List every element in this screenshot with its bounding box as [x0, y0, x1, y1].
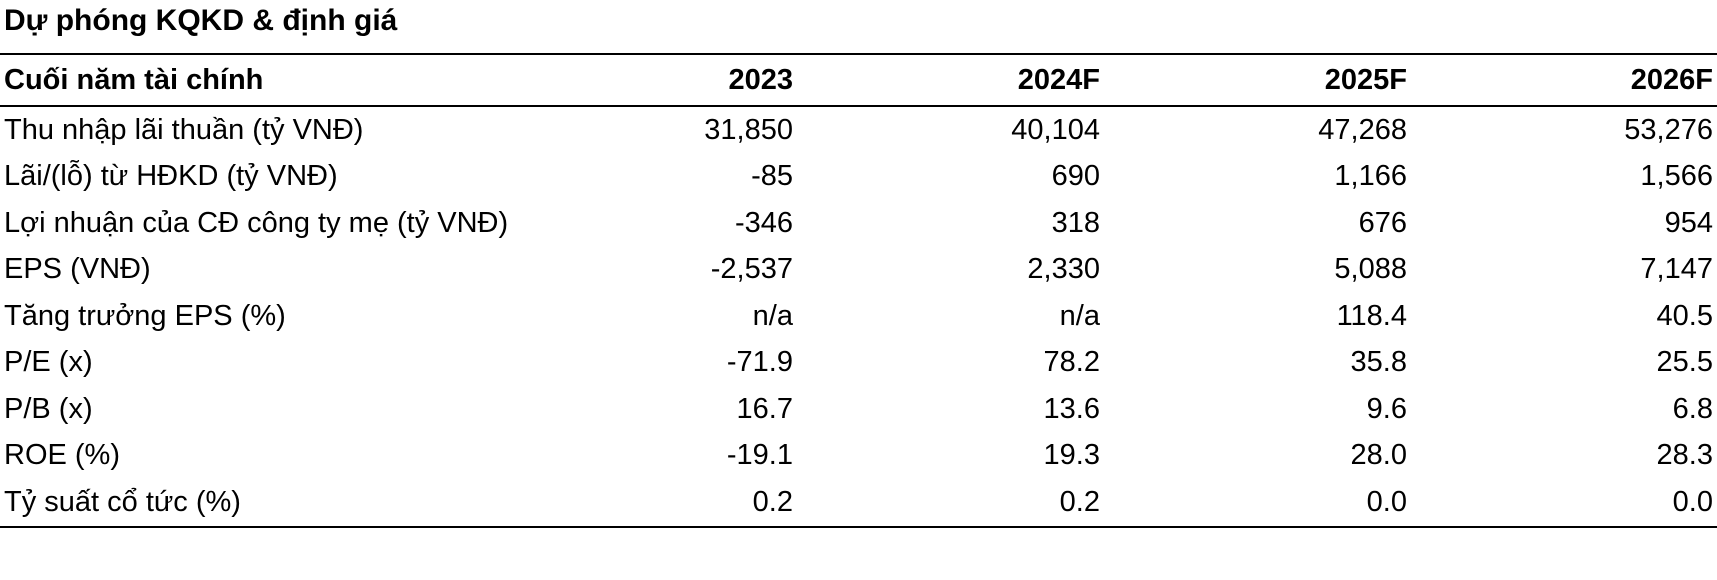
cell-value: 25.5	[1656, 346, 1713, 379]
cell-value: 676	[1358, 206, 1407, 239]
cell-value: -2,537	[710, 253, 793, 286]
cell-value: 31,850	[704, 113, 793, 146]
row-label: ROE (%)	[4, 439, 120, 472]
row-label: Tỷ suất cổ tức (%)	[4, 485, 241, 518]
table-row: Tỷ suất cổ tức (%) 0.2 0.2 0.0 0.0	[0, 479, 1717, 526]
cell-value: 28.0	[1350, 439, 1407, 472]
table-header-row: Cuối năm tài chính 2023 2024F 2025F 2026…	[0, 55, 1717, 107]
table-row: EPS (VNĐ) -2,537 2,330 5,088 7,147	[0, 247, 1717, 294]
cell-value: 0.2	[752, 485, 793, 518]
table-row: P/E (x) -71.9 78.2 35.8 25.5	[0, 340, 1717, 387]
cell-value: -346	[734, 206, 793, 239]
table-row: Tăng trưởng EPS (%) n/a n/a 118.4 40.5	[0, 293, 1717, 340]
table-row: Lãi/(lỗ) từ HĐKD (tỷ VNĐ) -85 690 1,166 …	[0, 154, 1717, 201]
cell-value: -19.1	[726, 439, 793, 472]
cell-value: 53,276	[1624, 113, 1713, 146]
row-label: Lợi nhuận của CĐ công ty mẹ (tỷ VNĐ)	[4, 206, 509, 239]
table-row: Thu nhập lãi thuần (tỷ VNĐ) 31,850 40,10…	[0, 107, 1717, 154]
table-row: ROE (%) -19.1 19.3 28.0 28.3	[0, 433, 1717, 480]
cell-value: 47,268	[1318, 113, 1407, 146]
cell-value: 954	[1664, 206, 1713, 239]
cell-value: 7,147	[1640, 253, 1713, 286]
header-year-2024f: 2024F	[1017, 63, 1100, 96]
table-row: Lợi nhuận của CĐ công ty mẹ (tỷ VNĐ) -34…	[0, 200, 1717, 247]
header-year-2026f: 2026F	[1630, 63, 1713, 96]
cell-value: 690	[1051, 160, 1100, 193]
cell-value: 9.6	[1366, 392, 1407, 425]
header-label: Cuối năm tài chính	[4, 63, 264, 96]
cell-value: 16.7	[736, 392, 793, 425]
cell-value: n/a	[752, 299, 793, 332]
cell-value: 0.2	[1059, 485, 1100, 518]
row-label: EPS (VNĐ)	[4, 253, 151, 286]
cell-value: 78.2	[1043, 346, 1100, 379]
row-label: P/B (x)	[4, 392, 93, 425]
cell-value: 5,088	[1334, 253, 1407, 286]
table-row: P/B (x) 16.7 13.6 9.6 6.8	[0, 386, 1717, 433]
header-year-2023: 2023	[728, 63, 793, 96]
table-title: Dự phóng KQKD & định giá	[4, 4, 398, 37]
cell-value: 318	[1051, 206, 1100, 239]
header-year-2025f: 2025F	[1324, 63, 1407, 96]
row-label: Tăng trưởng EPS (%)	[4, 299, 286, 332]
cell-value: 40,104	[1011, 113, 1100, 146]
cell-value: 35.8	[1350, 346, 1407, 379]
cell-value: 1,166	[1334, 160, 1407, 193]
cell-value: 19.3	[1043, 439, 1100, 472]
cell-value: -71.9	[726, 346, 793, 379]
cell-value: 0.0	[1366, 485, 1407, 518]
cell-value: 0.0	[1672, 485, 1713, 518]
cell-value: 118.4	[1336, 299, 1407, 332]
cell-value: 1,566	[1640, 160, 1713, 193]
cell-value: n/a	[1059, 299, 1100, 332]
cell-value: 28.3	[1656, 439, 1713, 472]
cell-value: 2,330	[1027, 253, 1100, 286]
cell-value: 13.6	[1043, 392, 1100, 425]
row-label: Thu nhập lãi thuần (tỷ VNĐ)	[4, 113, 364, 146]
forecast-valuation-table: Cuối năm tài chính 2023 2024F 2025F 2026…	[0, 53, 1717, 528]
cell-value: 40.5	[1656, 299, 1713, 332]
row-label: P/E (x)	[4, 346, 93, 379]
cell-value: 6.8	[1672, 392, 1713, 425]
row-label: Lãi/(lỗ) từ HĐKD (tỷ VNĐ)	[4, 160, 338, 193]
cell-value: -85	[751, 160, 793, 193]
